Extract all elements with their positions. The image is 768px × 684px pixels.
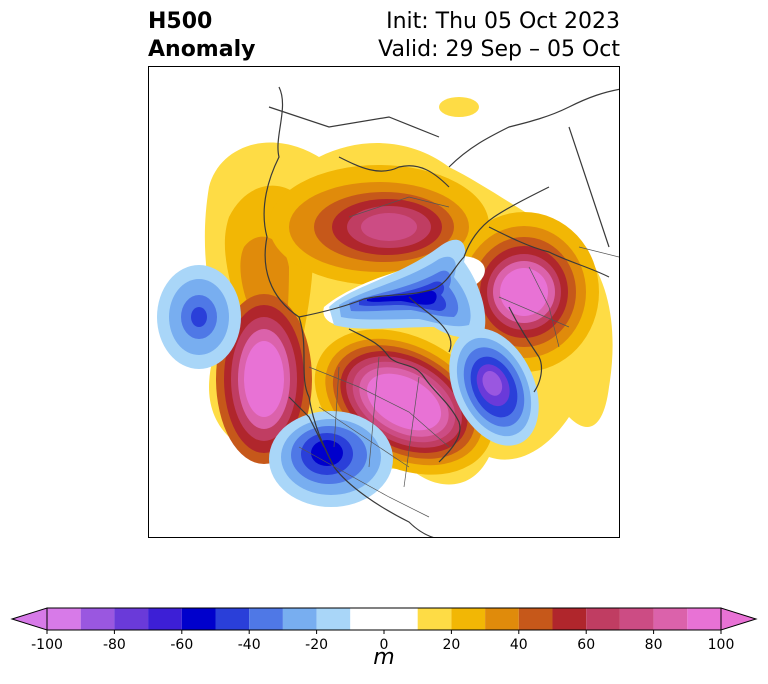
colorbar-tick-label: 40 [510,637,528,653]
colorbar-cell [619,608,654,630]
colorbar-tick-label: -60 [170,637,193,653]
colorbar-cell [552,608,587,630]
colorbar-cells [10,607,758,631]
colorbar-cell [316,608,351,630]
colorbar-cell [80,608,115,630]
arctic-small-positive [439,97,479,117]
colorbar-tick-label: -100 [31,637,63,653]
colorbar-cell [485,608,519,630]
colorbar-ticks: -100 -80 -60 -40 -20 0 20 40 60 80 100 [31,630,734,653]
colorbar-cell [148,608,182,630]
colorbar-tick-label: 0 [380,637,389,653]
colorbar-cell [350,608,418,630]
colorbar-tick-label: -40 [238,637,261,653]
colorbar-tick-label: 80 [645,637,663,653]
time-info: Init: Thu 05 Oct 2023 Valid: 29 Sep – 05… [378,8,620,64]
colorbar-cell [687,608,721,630]
colorbar-over-arrow [720,607,758,631]
anomaly-contours [149,97,613,507]
colorbar-tick-label: 100 [708,637,735,653]
political-borders [298,196,619,518]
colorbar-unit-label: m [373,645,395,670]
colorbar-cell [215,608,250,630]
colorbar-tick-label: 20 [442,637,460,653]
southwest-trough [269,411,393,507]
colorbar-tick-label: -80 [103,637,126,653]
coastlines [263,86,619,537]
field-title-line1: H500 [148,9,213,34]
colorbar-cell [114,608,149,630]
anomaly-map [148,66,620,538]
field-title-line2: Anomaly [148,37,256,62]
colorbar-cell [47,608,81,630]
colorbar-tick-label: -20 [305,637,328,653]
colorbar: -100 -80 -60 -40 -20 0 20 40 60 80 100 [10,607,758,653]
valid-period: Valid: 29 Sep – 05 Oct [378,37,620,62]
colorbar-cell [417,608,452,630]
pacific-trough [149,265,241,369]
init-time: Init: Thu 05 Oct 2023 [386,9,620,34]
colorbar-cell [282,608,317,630]
colorbar-cell [181,608,216,630]
colorbar-cell [518,608,553,630]
atlantic-trough [449,328,539,446]
colorbar-cell [586,608,620,630]
colorbar-cell [653,608,688,630]
colorbar-cell [451,608,486,630]
field-title: H500 Anomaly [148,8,255,64]
colorbar-tick-label: 60 [577,637,595,653]
west-coast-ridge [216,294,312,464]
colorbar-under-arrow [10,607,48,631]
anomaly-map-svg [149,86,619,537]
colorbar-cell [249,608,283,630]
